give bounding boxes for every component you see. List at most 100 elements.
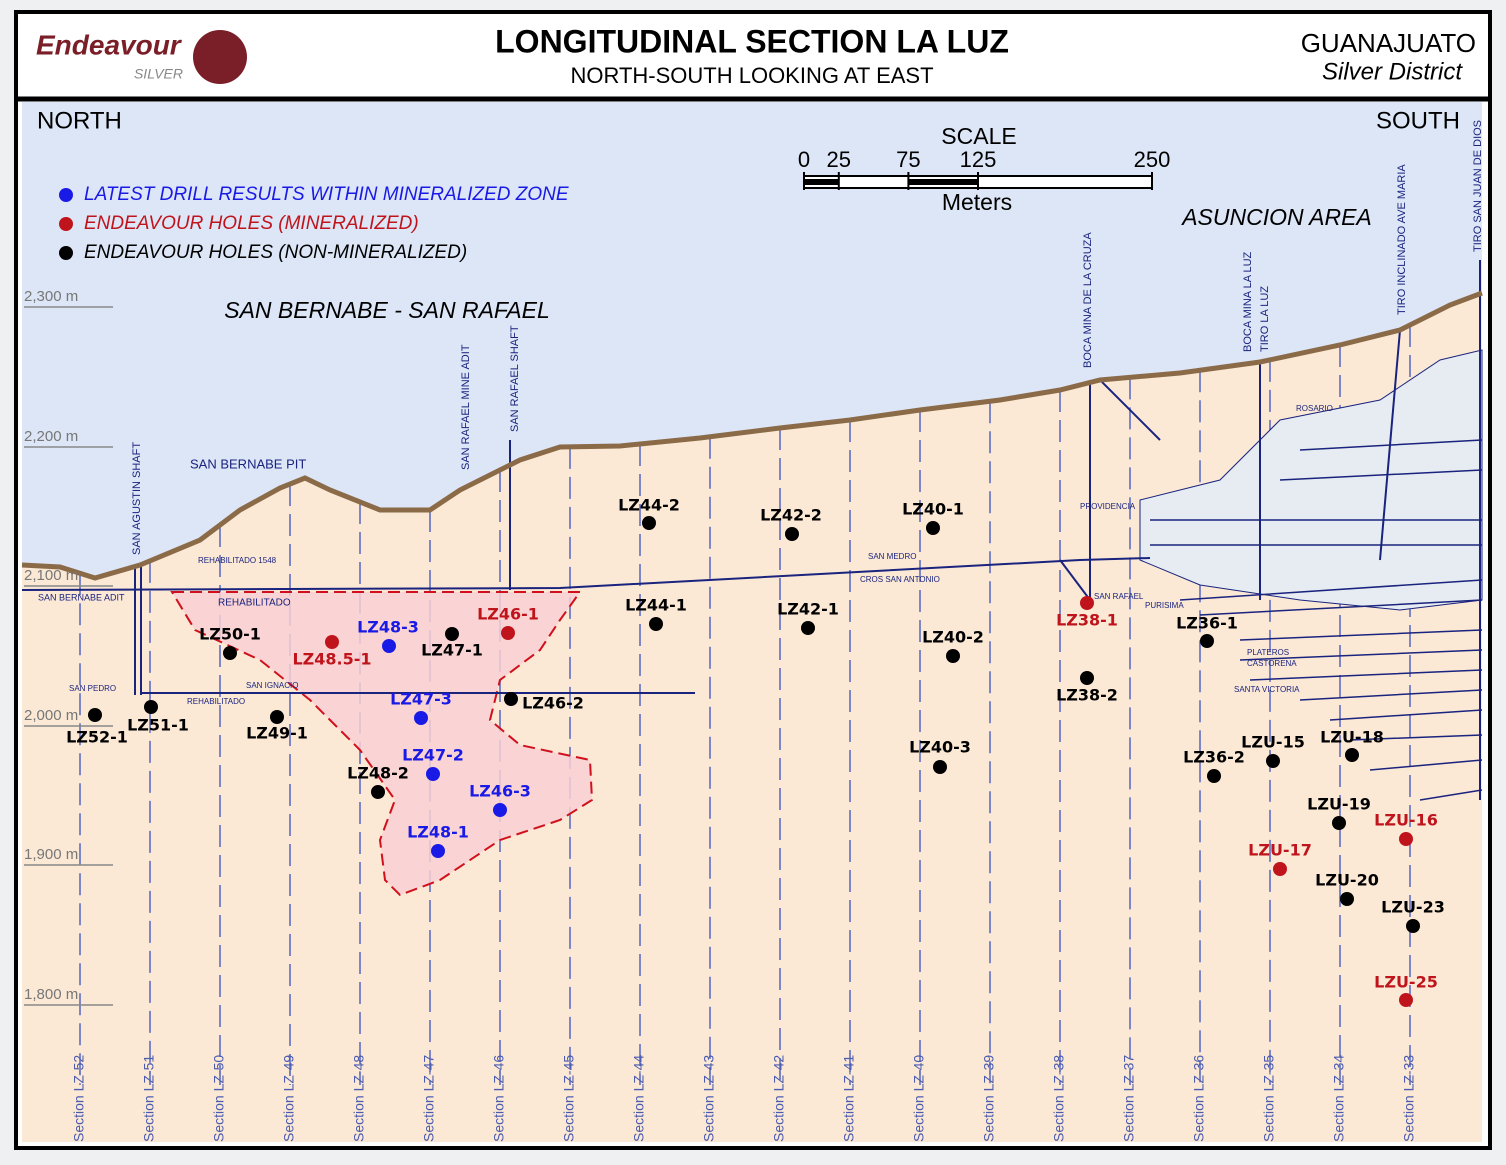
working-label: SAN BERNABE ADIT [38, 592, 125, 602]
section-label: Section LZ-38 [1051, 1055, 1067, 1142]
drill-hole [501, 626, 515, 640]
section-label: Section LZ-36 [1191, 1055, 1207, 1142]
drill-hole [933, 760, 947, 774]
title: LONGITUDINAL SECTION LA LUZ [495, 23, 1009, 59]
working-label: PLATEROS [1247, 648, 1289, 657]
scale-tick: 125 [960, 147, 997, 172]
mineralized-zone [170, 591, 594, 897]
section-label: Section LZ-44 [631, 1055, 647, 1142]
drill-hole [1345, 748, 1359, 762]
area-label: ASUNCION AREA [1180, 204, 1372, 230]
elevation-label: 2,200 m [24, 428, 78, 445]
drill-hole [445, 627, 459, 641]
shaft-label: TIRO INCLINADO AVE MARIA [1396, 164, 1408, 315]
drill-hole [382, 639, 396, 653]
drill-hole [642, 516, 656, 530]
hole-label: LZ36-1 [1176, 614, 1238, 633]
hole-label: LZ38-1 [1056, 611, 1118, 630]
legend-marker [59, 246, 73, 260]
drill-hole [223, 646, 237, 660]
drill-hole [504, 692, 518, 706]
section-label: Section LZ-45 [561, 1055, 577, 1142]
hole-label: LZ47-2 [402, 746, 464, 765]
section-label: Section LZ-51 [141, 1055, 157, 1142]
elevation-label: 2,100 m [24, 567, 78, 584]
hole-label: LZ48-1 [407, 823, 469, 842]
section-label: Section LZ-50 [211, 1055, 227, 1142]
legend-marker [59, 188, 73, 202]
working-label: SAN BERNABE PIT [190, 456, 306, 471]
working-label: ROSARIO [1296, 404, 1333, 413]
hole-label: LZ48.5-1 [292, 650, 371, 669]
shaft-label: SAN AGUSTIN SHAFT [131, 442, 143, 555]
hole-label: LZU-18 [1320, 728, 1384, 747]
scale-tick: 250 [1134, 147, 1171, 172]
section-label: Section LZ-46 [491, 1055, 507, 1142]
working-label: CASTORENA [1247, 659, 1297, 668]
hole-label: LZ38-2 [1056, 686, 1118, 705]
working-label: CROS SAN ANTONIO [860, 575, 940, 584]
hole-label: LZ46-1 [477, 605, 539, 624]
hole-label: LZU-20 [1315, 871, 1379, 890]
section-label: Section LZ-42 [771, 1055, 787, 1142]
legend-label: ENDEAVOUR HOLES (NON-MINERALIZED) [84, 242, 467, 263]
section-label: Section LZ-40 [911, 1055, 927, 1142]
section-label: Section LZ-47 [421, 1055, 437, 1142]
drill-hole [1332, 816, 1346, 830]
drill-hole [1273, 862, 1287, 876]
drill-hole [414, 711, 428, 725]
working-label: SANTA VICTORIA [1234, 685, 1300, 694]
shaft-label: BOCA MINA DE LA CRUZA [1082, 232, 1094, 368]
scale-segment [804, 179, 839, 185]
drill-hole [1399, 832, 1413, 846]
working-label: SAN PEDRO [69, 684, 116, 693]
drill-hole [1200, 634, 1214, 648]
working-label: REHABILITADO 1548 [198, 556, 277, 565]
shaft-label: SAN RAFAEL MINE ADIT [460, 344, 472, 470]
hole-label: LZU-19 [1307, 795, 1371, 814]
hole-label: LZ47-3 [390, 690, 452, 709]
working-label: REHABILITADO [218, 598, 291, 609]
hole-label: LZU-15 [1241, 733, 1305, 752]
hole-label: LZ49-1 [246, 724, 308, 743]
south: SOUTH [1376, 107, 1460, 134]
scale-tick: 0 [798, 147, 810, 172]
region-sub: Silver District [1322, 58, 1463, 85]
hole-label: LZ51-1 [127, 716, 189, 735]
scale-title: SCALE [941, 123, 1016, 149]
working-label: SAN RAFAEL [1094, 592, 1144, 601]
shaft-label: TIRO LA LUZ [1259, 286, 1271, 352]
hole-label: LZ40-2 [922, 628, 984, 647]
drill-hole [1340, 892, 1354, 906]
working-label: SAN MEDRO [868, 552, 916, 561]
working-label: REHABILITADO [187, 697, 245, 706]
drill-hole [144, 700, 158, 714]
logo: Endeavour SILVER [36, 29, 247, 84]
elevation-label: 2,300 m [24, 288, 78, 305]
sky [22, 102, 1482, 578]
drill-hole [1406, 919, 1420, 933]
section-label: Section LZ-35 [1261, 1055, 1277, 1142]
scale-tick: 75 [896, 147, 920, 172]
hole-label: LZ52-1 [66, 728, 128, 747]
hole-label: LZ42-1 [777, 600, 839, 619]
hole-label: LZ48-2 [347, 764, 409, 783]
scale-segment [908, 179, 978, 185]
section-label: Section LZ-34 [1331, 1055, 1347, 1142]
hole-label: LZU-25 [1374, 973, 1438, 992]
section-label: Section LZ-37 [1121, 1055, 1137, 1142]
drill-hole [1266, 754, 1280, 768]
area-label: SAN BERNABE - SAN RAFAEL [224, 297, 550, 323]
hole-label: LZ47-1 [421, 641, 483, 660]
hole-label: LZ42-2 [760, 506, 822, 525]
drill-hole [88, 708, 102, 722]
drill-hole [926, 521, 940, 535]
topography [21, 290, 1483, 581]
hole-label: LZU-16 [1374, 811, 1438, 830]
drill-hole [431, 844, 445, 858]
legend-label: ENDEAVOUR HOLES (MINERALIZED) [84, 213, 419, 234]
section-label: Section LZ-49 [281, 1055, 297, 1142]
hole-label: LZU-23 [1381, 898, 1445, 917]
drill-hole [1207, 769, 1221, 783]
scale-tick: 25 [827, 147, 851, 172]
